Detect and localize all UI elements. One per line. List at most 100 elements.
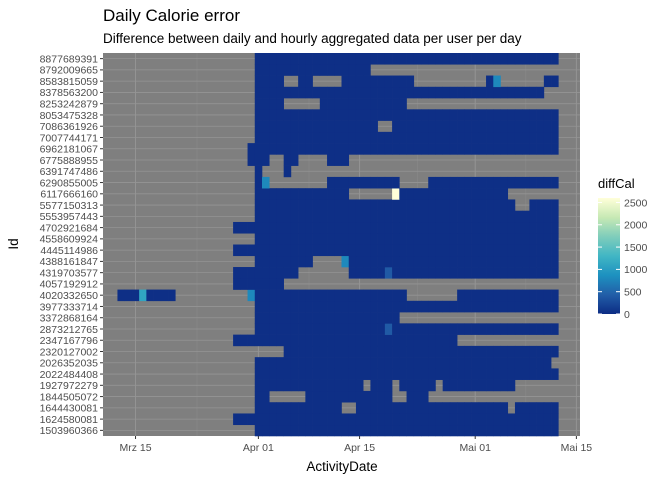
heatmap-cell [384, 345, 393, 358]
heatmap-cell [522, 131, 530, 144]
heatmap-cell [312, 221, 321, 234]
heatmap-cell [428, 334, 436, 347]
heatmap-cell [457, 210, 465, 223]
heatmap-cell [334, 131, 342, 144]
heatmap-cell [384, 176, 393, 189]
x-tick-label: Mai 15 [561, 442, 593, 454]
heatmap-cell [543, 233, 552, 245]
heatmap-cell [327, 379, 335, 392]
heatmap-cell [384, 109, 393, 121]
heatmap-cell [319, 221, 328, 234]
heatmap-cell [442, 413, 451, 426]
heatmap-cell [406, 390, 415, 403]
heatmap-cell [348, 143, 357, 155]
heatmap-cell [493, 120, 501, 133]
heatmap-cell [153, 289, 162, 302]
heatmap-cell [269, 120, 277, 133]
heatmap-cell [276, 233, 284, 245]
heatmap-cell [355, 131, 364, 144]
heatmap-cell [413, 120, 422, 133]
heatmap-cell [500, 323, 509, 335]
heatmap-cell [464, 357, 472, 369]
heatmap-cell [233, 278, 241, 290]
heatmap-cell [348, 323, 357, 335]
heatmap-cell [421, 379, 429, 392]
heatmap-cell [435, 176, 443, 189]
heatmap-cell [442, 176, 451, 189]
heatmap-cell [377, 98, 386, 110]
heatmap-cell [529, 86, 537, 99]
heatmap-cell [551, 210, 559, 223]
heatmap-cell [312, 109, 321, 121]
heatmap-cell [341, 300, 350, 313]
heatmap-cell [551, 120, 559, 133]
heatmap-cell [471, 424, 480, 437]
heatmap-cell [305, 131, 313, 144]
heatmap-cell [377, 300, 386, 313]
heatmap-cell [442, 210, 451, 223]
heatmap-cell [500, 289, 509, 302]
heatmap-cell [269, 199, 277, 211]
heatmap-cell [384, 390, 393, 403]
heatmap-cell [298, 210, 306, 223]
heatmap-cell [471, 413, 480, 426]
heatmap-cell [471, 233, 480, 245]
heatmap-cell [384, 86, 393, 99]
heatmap-cell [334, 176, 342, 189]
heatmap-cell [421, 334, 429, 347]
heatmap-cell [283, 199, 292, 211]
heatmap-cell [449, 244, 458, 257]
heatmap-cell [421, 345, 429, 358]
heatmap-cell [392, 345, 400, 358]
y-tick-label: 8877689391 [40, 53, 99, 65]
heatmap-cell [298, 244, 306, 257]
heatmap-cell [529, 413, 537, 426]
heatmap-cell [319, 210, 328, 223]
heatmap-cell [399, 244, 407, 257]
heatmap-cell [500, 199, 509, 211]
heatmap-cell [377, 53, 386, 65]
heatmap-cell [536, 357, 545, 369]
heatmap-cell [298, 424, 306, 437]
heatmap-cell [363, 323, 371, 335]
heatmap-cell [312, 300, 321, 313]
heatmap-cell [254, 402, 263, 414]
heatmap-cell [334, 323, 342, 335]
heatmap-cell [536, 424, 545, 437]
heatmap-cell [370, 75, 378, 88]
heatmap-cell [384, 334, 393, 347]
heatmap-cell [319, 413, 328, 426]
heatmap-cell [341, 345, 350, 358]
heatmap-cell [514, 53, 523, 65]
heatmap-cell [551, 244, 559, 257]
heatmap-cell [240, 413, 248, 426]
heatmap-cell [319, 300, 328, 313]
heatmap-cell [290, 413, 299, 426]
heatmap-cell [254, 379, 263, 392]
heatmap-cell [312, 86, 321, 99]
heatmap-cell [543, 255, 552, 268]
x-axis-title: ActivityDate [306, 459, 377, 474]
heatmap-cell [493, 323, 501, 335]
heatmap-cell [493, 402, 501, 414]
heatmap-cell [370, 334, 378, 347]
heatmap-cell [514, 143, 523, 155]
heatmap-cell [290, 368, 299, 380]
heatmap-cell [233, 221, 241, 234]
heatmap-cell [493, 424, 501, 437]
heatmap-cell [514, 255, 523, 268]
heatmap-cell [334, 244, 342, 257]
heatmap-cell [334, 199, 342, 211]
heatmap-cell [334, 210, 342, 223]
y-tick-label: 4388161847 [40, 256, 99, 268]
heatmap-cell [370, 424, 378, 437]
heatmap-cell [305, 86, 313, 99]
heatmap-cell [457, 53, 465, 65]
y-tick-label: 6391747486 [40, 166, 99, 178]
heatmap-cell [543, 368, 552, 380]
heatmap-cell [312, 53, 321, 65]
heatmap-cell [240, 267, 248, 279]
heatmap-cell [312, 334, 321, 347]
y-tick-label: 1503960366 [40, 425, 99, 437]
heatmap-cell [254, 255, 263, 268]
